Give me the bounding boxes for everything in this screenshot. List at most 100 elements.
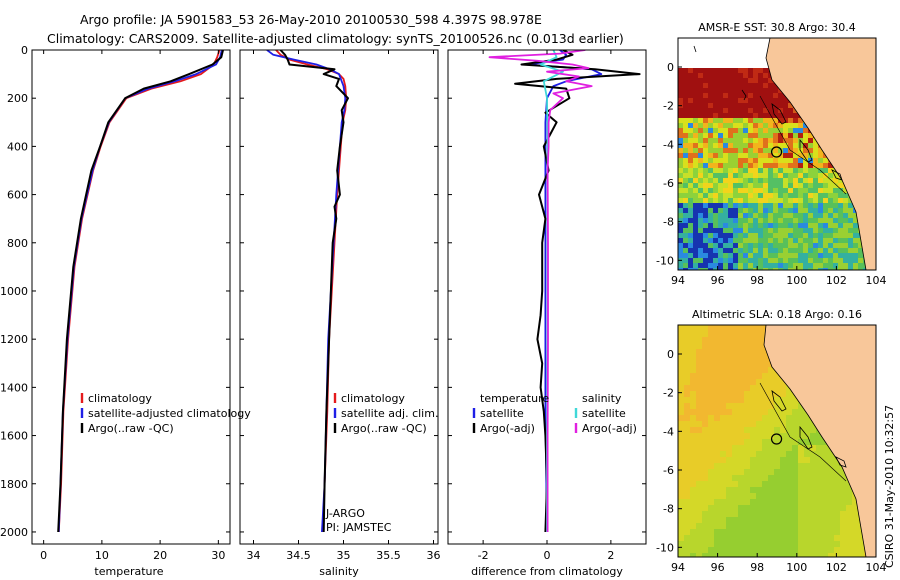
sst-cell — [818, 158, 823, 163]
sst-cell — [708, 128, 713, 133]
sst-cell — [728, 263, 733, 268]
sst-cell — [803, 203, 808, 208]
sla-cell — [780, 445, 786, 451]
x-tick-label: 98 — [750, 274, 764, 287]
sla-cell — [822, 481, 828, 487]
sla-cell — [744, 547, 750, 553]
sst-cell — [728, 158, 733, 163]
sla-cell — [726, 535, 732, 541]
sst-cell — [828, 208, 833, 213]
sst-cell — [718, 103, 723, 108]
legend-label: satellite adj. clim. — [341, 407, 438, 420]
sst-cell — [813, 148, 818, 153]
sst-cell — [733, 243, 738, 248]
sla-cell — [840, 541, 846, 547]
sst-cell — [683, 138, 688, 143]
sst-cell — [718, 243, 723, 248]
sst-cell — [778, 118, 783, 123]
sst-cell — [773, 143, 778, 148]
sla-cell — [714, 367, 720, 373]
sst-cell — [718, 68, 723, 73]
sst-cell — [763, 183, 768, 188]
sla-cell — [726, 421, 732, 427]
sst-cell — [778, 203, 783, 208]
sla-cell — [828, 523, 834, 529]
x-tick-label: 34 — [247, 549, 261, 562]
sst-cell — [683, 233, 688, 238]
sla-map: Altimetric SLA: 0.18 Argo: 0.16 94 96 98 10… — [656, 308, 886, 574]
y-tick-label: -2 — [663, 387, 674, 400]
sla-cell — [786, 517, 792, 523]
sla-cell — [756, 409, 762, 415]
sst-cell — [768, 243, 773, 248]
sst-cell — [708, 148, 713, 153]
sla-cell — [720, 475, 726, 481]
sla-cell — [684, 439, 690, 445]
sst-cell — [723, 153, 728, 158]
y-tick-label: 600 — [7, 189, 28, 202]
sst-cell — [758, 188, 763, 193]
sla-cell — [756, 373, 762, 379]
sst-cell — [713, 263, 718, 268]
sla-cell — [702, 421, 708, 427]
sst-cell — [833, 263, 838, 268]
sst-cell — [793, 193, 798, 198]
sla-cell — [732, 421, 738, 427]
sst-cell — [738, 88, 743, 93]
sst-cell — [718, 138, 723, 143]
sst-cell — [803, 253, 808, 258]
sst-cell — [738, 83, 743, 88]
sla-cell — [762, 427, 768, 433]
sst-cell — [798, 243, 803, 248]
sla-cell — [750, 373, 756, 379]
sst-cell — [818, 233, 823, 238]
sst-cell — [703, 163, 708, 168]
sst-cell — [683, 133, 688, 138]
sst-cell — [713, 258, 718, 263]
sst-cell — [763, 143, 768, 148]
sla-cell — [690, 445, 696, 451]
sla-cell — [756, 415, 762, 421]
sst-cell — [813, 168, 818, 173]
sla-cell — [750, 445, 756, 451]
sla-cell — [786, 499, 792, 505]
sla-cell — [684, 337, 690, 343]
sst-cell — [793, 238, 798, 243]
sst-cell — [823, 193, 828, 198]
sst-cell — [828, 253, 833, 258]
sla-cell — [708, 535, 714, 541]
sst-cell — [818, 223, 823, 228]
sla-cell — [792, 409, 798, 415]
sst-cell — [748, 123, 753, 128]
sst-cell — [708, 213, 713, 218]
sst-cell — [803, 173, 808, 178]
y-tick-label: 1400 — [0, 381, 28, 394]
sst-cell — [723, 68, 728, 73]
sla-cell — [714, 511, 720, 517]
sla-cell — [690, 439, 696, 445]
sla-cell — [696, 439, 702, 445]
sst-cell — [788, 263, 793, 268]
sst-cell — [768, 78, 773, 83]
sst-cell — [693, 268, 698, 270]
sst-cell — [698, 98, 703, 103]
sla-cell — [696, 547, 702, 553]
sst-cell — [683, 253, 688, 258]
sst-cell — [738, 153, 743, 158]
sst-cell — [728, 133, 733, 138]
sst-cell — [708, 153, 713, 158]
sla-cell — [810, 553, 816, 557]
sst-cell — [678, 263, 683, 268]
sst-cell — [768, 198, 773, 203]
sla-cell — [762, 403, 768, 409]
sst-cell — [758, 168, 763, 173]
sla-cell — [714, 391, 720, 397]
sla-cell — [744, 415, 750, 421]
sst-cell — [778, 188, 783, 193]
sla-cell — [750, 331, 756, 337]
y-tick-label: 0 — [667, 348, 674, 361]
sla-cell — [792, 511, 798, 517]
sla-cell — [678, 451, 684, 457]
sla-cell — [858, 553, 864, 557]
sst-cell — [698, 238, 703, 243]
